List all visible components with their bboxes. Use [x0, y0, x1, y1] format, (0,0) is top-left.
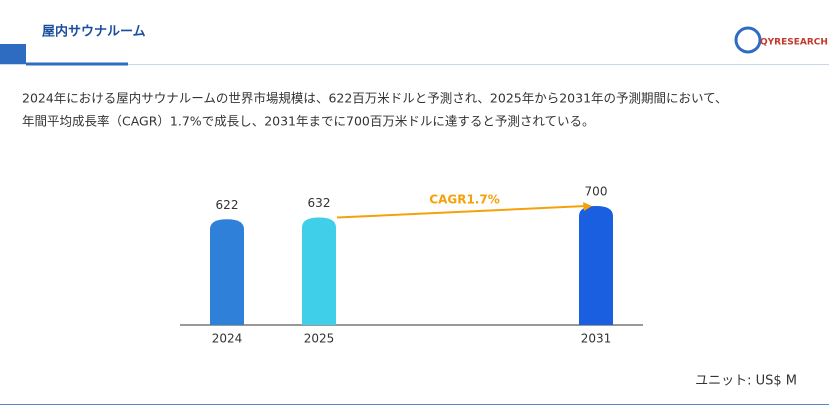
x-tick-label: 2024: [212, 332, 243, 346]
bar: [302, 217, 336, 325]
value-label: 632: [308, 196, 331, 210]
unit-label: ユニット: US$ M: [695, 374, 797, 389]
header-tab: [0, 44, 26, 64]
description-line: 2024年における屋内サウナルームの世界市場規模は、622百万米ドルと予測され、…: [22, 91, 728, 106]
logo-mark: [734, 26, 762, 54]
header-title: 屋内サウナルーム: [42, 24, 146, 40]
value-label: 622: [216, 198, 239, 212]
x-tick-label: 2031: [581, 332, 612, 346]
description-line: 年間平均成長率（CAGR）1.7%で成長し、2031年までに700百万米ドルに達…: [22, 114, 594, 129]
value-label: 700: [585, 185, 608, 199]
cagr-arrow: [336, 205, 587, 219]
logo: QYRESEARCH: [760, 38, 828, 48]
cagr-label: CAGR1.7%: [429, 192, 499, 206]
bar: [210, 219, 244, 325]
bar: [579, 206, 613, 325]
cagr-arrowhead: [583, 202, 592, 211]
x-tick-label: 2025: [304, 332, 335, 346]
